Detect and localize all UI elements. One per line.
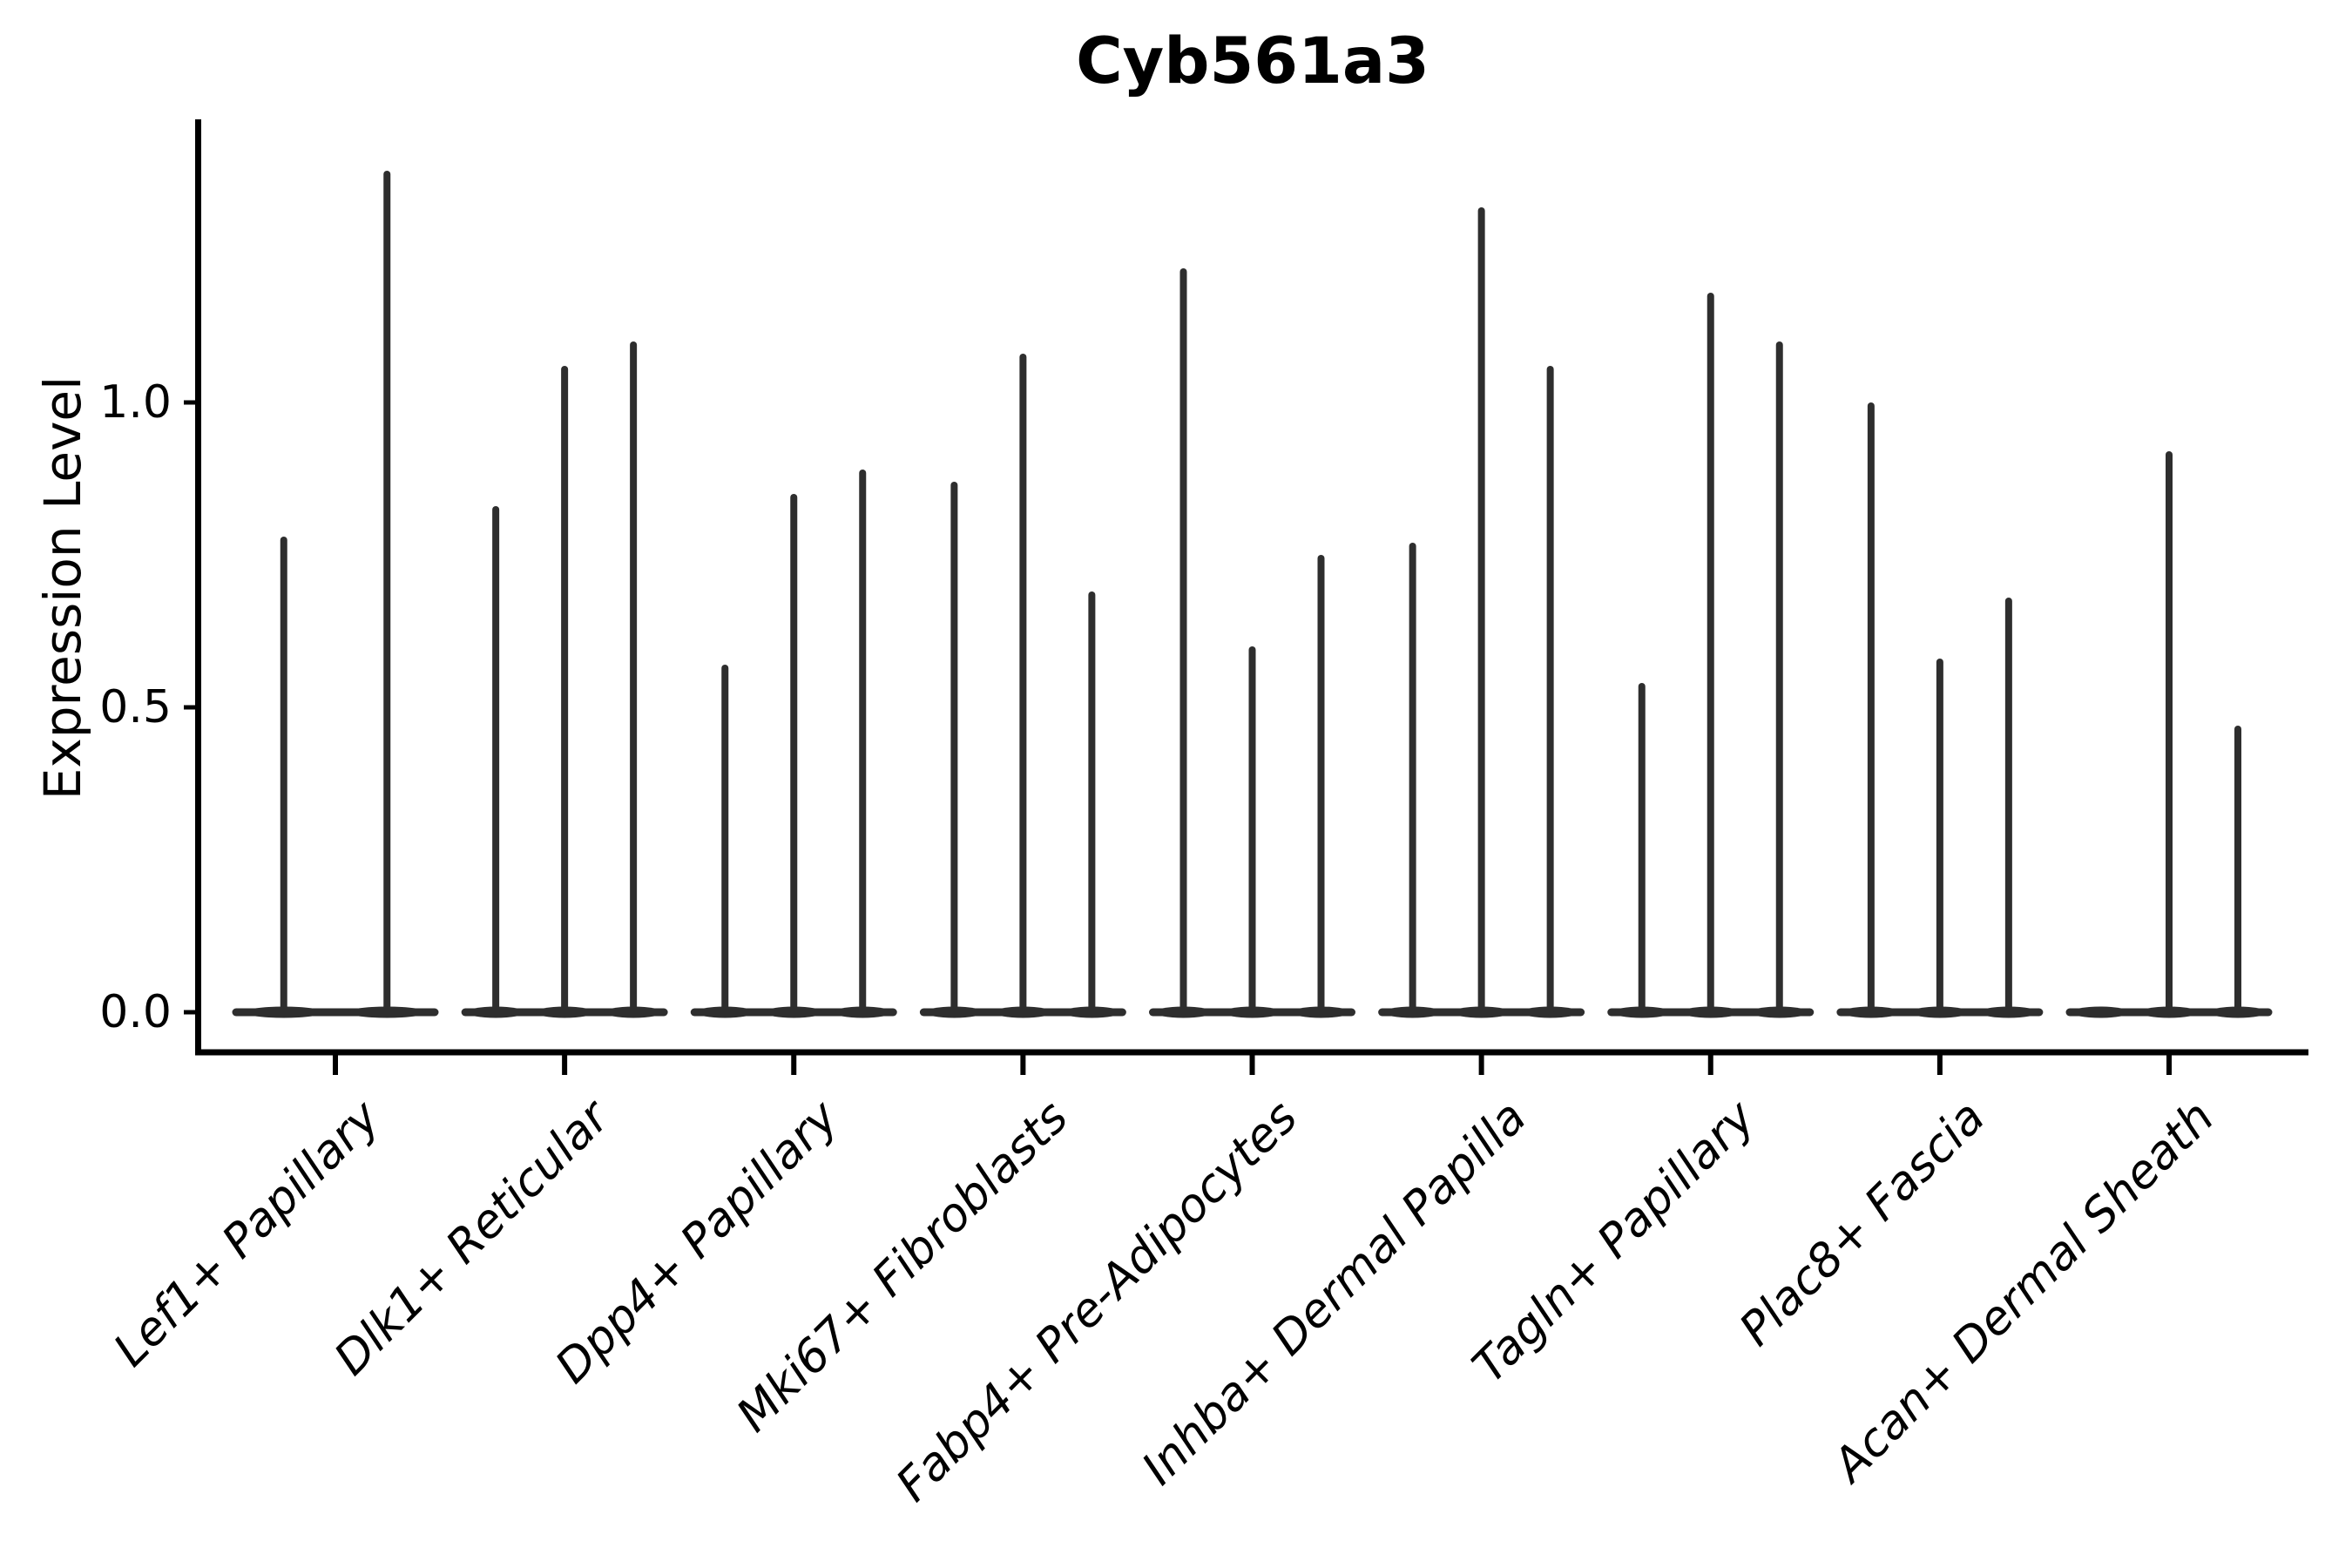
y-tick-label: 0.0	[99, 986, 172, 1038]
violin-spike	[721, 665, 729, 1015]
violin-spike	[1248, 646, 1256, 1015]
violin-spike	[561, 366, 569, 1015]
violin-spike	[950, 482, 958, 1015]
violin-spike	[1477, 207, 1485, 1015]
violin-spike	[630, 341, 638, 1015]
y-tick-label: 1.0	[99, 376, 172, 429]
chart-title: Cyb561a3	[1076, 24, 1429, 98]
violin-spike	[1088, 591, 1096, 1015]
violin-bulge	[2071, 1006, 2130, 1018]
violin-spike	[1179, 268, 1187, 1015]
violin-spike	[790, 494, 798, 1015]
violin-spike	[1019, 354, 1027, 1015]
violin-spike	[492, 506, 500, 1015]
violin-spike	[1936, 659, 1943, 1015]
violin-spike	[1707, 293, 1714, 1015]
violin-spike	[1317, 555, 1325, 1015]
violin-spike	[1409, 543, 1416, 1015]
violin-spike	[280, 537, 287, 1015]
violin-spike	[1867, 402, 1875, 1015]
violin-spike	[859, 470, 867, 1015]
violin-spike	[1638, 683, 1646, 1015]
violin-spike	[383, 171, 391, 1015]
violin-spike	[1546, 366, 1554, 1015]
violin-spike	[1775, 341, 1783, 1015]
y-tick-label: 0.5	[99, 681, 172, 733]
violin-spike	[2234, 726, 2241, 1015]
violin-spike	[2004, 598, 2012, 1015]
violin-spike	[2166, 451, 2173, 1015]
